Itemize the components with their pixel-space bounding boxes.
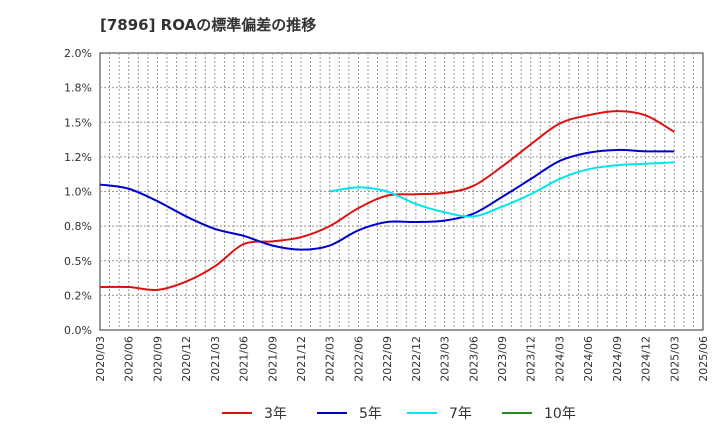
x-tick-label: 2023/09 [496, 336, 509, 382]
x-tick-label: 2022/12 [410, 336, 423, 382]
x-tick-label: 2024/06 [582, 336, 595, 382]
x-tick-label: 2023/03 [439, 336, 452, 382]
y-tick-label: 2.0% [64, 47, 92, 60]
series-line-2 [329, 161, 675, 218]
y-tick-label: 1.0% [64, 186, 92, 199]
x-tick-label: 2024/03 [553, 336, 566, 382]
y-tick-label: 0.2% [64, 289, 92, 302]
legend-label-2: 7年 [449, 406, 472, 422]
series-line-0 [99, 110, 675, 291]
x-tick-label: 2021/09 [266, 336, 279, 382]
chart-title: [7896] ROAの標準偏差の推移 [100, 16, 317, 34]
x-tick-label: 2022/09 [381, 336, 394, 382]
x-tick-label: 2021/06 [238, 336, 251, 382]
x-tick-label: 2022/03 [324, 336, 337, 382]
x-tick-label: 2020/03 [94, 336, 107, 382]
x-tick-label: 2024/09 [611, 336, 624, 382]
x-tick-label: 2023/12 [525, 336, 538, 382]
legend-label-1: 5年 [359, 406, 382, 422]
x-tick-label: 2020/12 [180, 336, 193, 382]
x-tick-label: 2021/12 [295, 336, 308, 382]
y-tick-label: 0.8% [64, 220, 92, 233]
y-tick-label: 0.5% [64, 255, 92, 268]
y-tick-label: 1.2% [64, 151, 92, 164]
x-tick-label: 2020/06 [123, 336, 136, 382]
x-tick-label: 2024/12 [640, 336, 653, 382]
y-tick-label: 1.8% [64, 82, 92, 95]
x-tick-label: 2021/03 [209, 336, 222, 382]
legend-label-0: 3年 [264, 406, 287, 422]
legend-label-3: 10年 [544, 406, 576, 422]
x-tick-label: 2025/03 [668, 336, 681, 382]
x-tick-label: 2023/06 [467, 336, 480, 382]
y-tick-label: 1.5% [64, 116, 92, 129]
x-tick-label: 2025/06 [697, 336, 710, 382]
y-tick-label: 0.0% [64, 324, 92, 337]
x-tick-label: 2022/06 [352, 336, 365, 382]
series-line-1 [99, 148, 675, 251]
x-tick-label: 2020/09 [151, 336, 164, 382]
